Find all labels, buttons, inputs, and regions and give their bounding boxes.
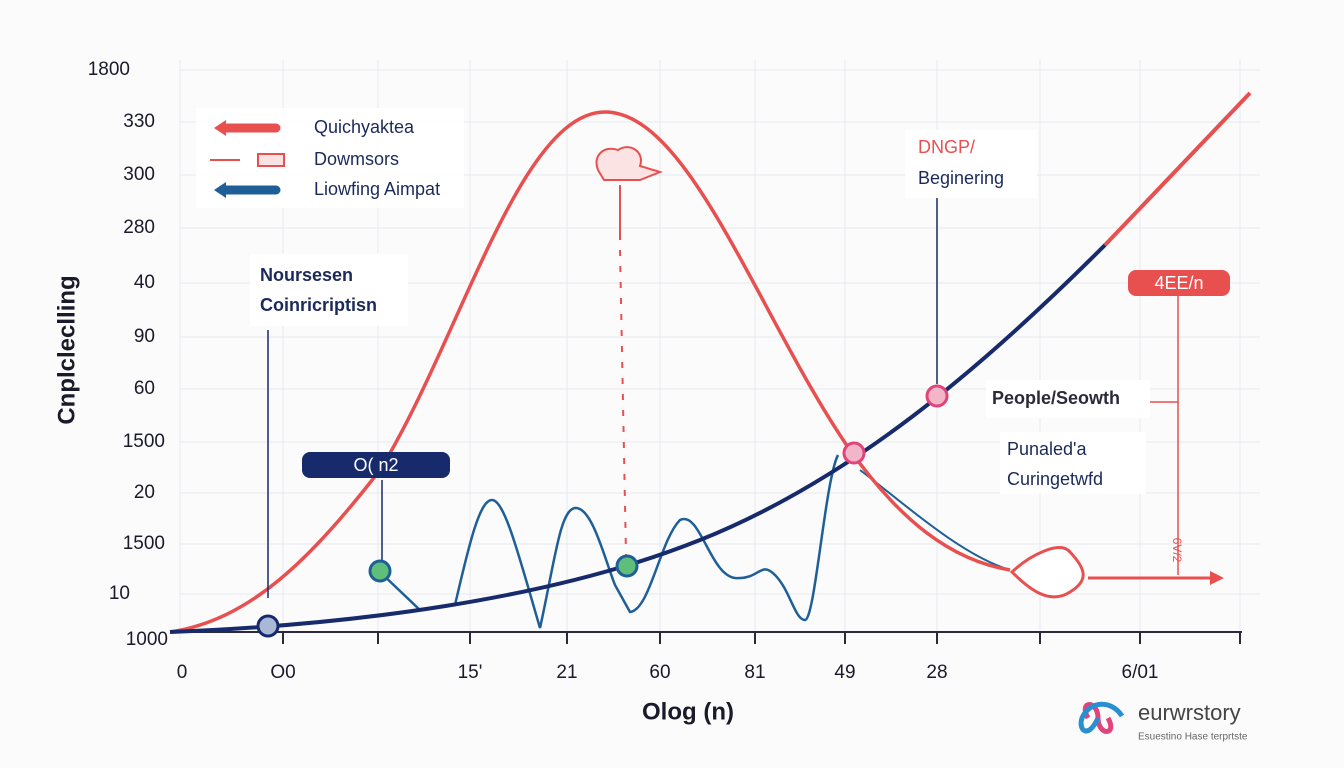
annotation: People/Seowth: [992, 388, 1120, 408]
y-label: 1000: [126, 629, 168, 650]
y-label: 60: [134, 378, 155, 399]
y-label: 10: [109, 583, 130, 604]
legend-swatch: [214, 120, 226, 136]
annotation: Curingetwfd: [1007, 469, 1103, 489]
logo-name: eurwrstory: [1138, 700, 1241, 725]
y-label: 300: [123, 164, 155, 185]
annotation-box: [250, 254, 408, 326]
point: [925, 384, 949, 408]
y-label: 90: [134, 326, 155, 347]
point: [842, 441, 866, 465]
y-label: 20: [134, 482, 155, 503]
legend-label: Dowmsors: [314, 149, 399, 169]
x-label: O0: [270, 662, 295, 683]
annotation: Punaled'a: [1007, 439, 1087, 459]
legend-swatch: [214, 182, 226, 198]
y-label: 1500: [123, 431, 165, 452]
badge: [1128, 270, 1230, 296]
x-label: 15': [458, 662, 483, 683]
y-label: 1500: [123, 533, 165, 554]
logo-mark: [1078, 701, 1125, 734]
arrow-head-shape: [1009, 546, 1085, 599]
y-label: 280: [123, 217, 155, 238]
badge-label: 4EE/n: [1154, 273, 1203, 293]
annotation: Beginering: [918, 168, 1004, 188]
x-title: Olog (n): [642, 698, 734, 725]
bell-curve: [169, 110, 1011, 634]
x-label: 60: [649, 662, 670, 683]
wave-curve: [379, 454, 840, 629]
navy-curve: [169, 243, 1107, 634]
x-ticks: [282, 632, 1241, 644]
red-rising: [1103, 91, 1252, 247]
annotation: Noursesen: [260, 265, 353, 285]
legend-label: Quichyaktea: [314, 117, 415, 137]
point: [256, 614, 280, 638]
x-label: 81: [744, 662, 765, 683]
x-label: 49: [834, 662, 855, 683]
annotation: Coinricriptisn: [260, 295, 377, 315]
leader: [619, 249, 627, 556]
y-label: 40: [134, 272, 155, 293]
annotation-box: [905, 130, 1037, 198]
x-label: 6/01: [1122, 662, 1159, 683]
annotation: DNGP/: [918, 137, 975, 157]
legend-label: Liowfing Aimpat: [314, 179, 440, 199]
pill-label: O( n2: [353, 455, 398, 475]
annotation-box: [1000, 432, 1146, 494]
annotation: 6V/2: [1170, 538, 1184, 563]
icon: [595, 146, 664, 181]
logo-tagline: Esuestino Hase terprtste: [1138, 732, 1248, 743]
pill: [302, 452, 450, 478]
red-arrowhead: [1210, 571, 1224, 585]
y-label: 330: [123, 111, 155, 132]
point: [368, 559, 392, 583]
x-label: 21: [556, 662, 577, 683]
x-label: 28: [926, 662, 947, 683]
x-label: 0: [177, 662, 188, 683]
legend-swatch: [210, 153, 285, 167]
point: [615, 554, 639, 578]
annotation-box: [986, 380, 1150, 418]
y-label: 1800: [88, 59, 130, 80]
y-title: Cnplcleclling: [53, 275, 80, 424]
